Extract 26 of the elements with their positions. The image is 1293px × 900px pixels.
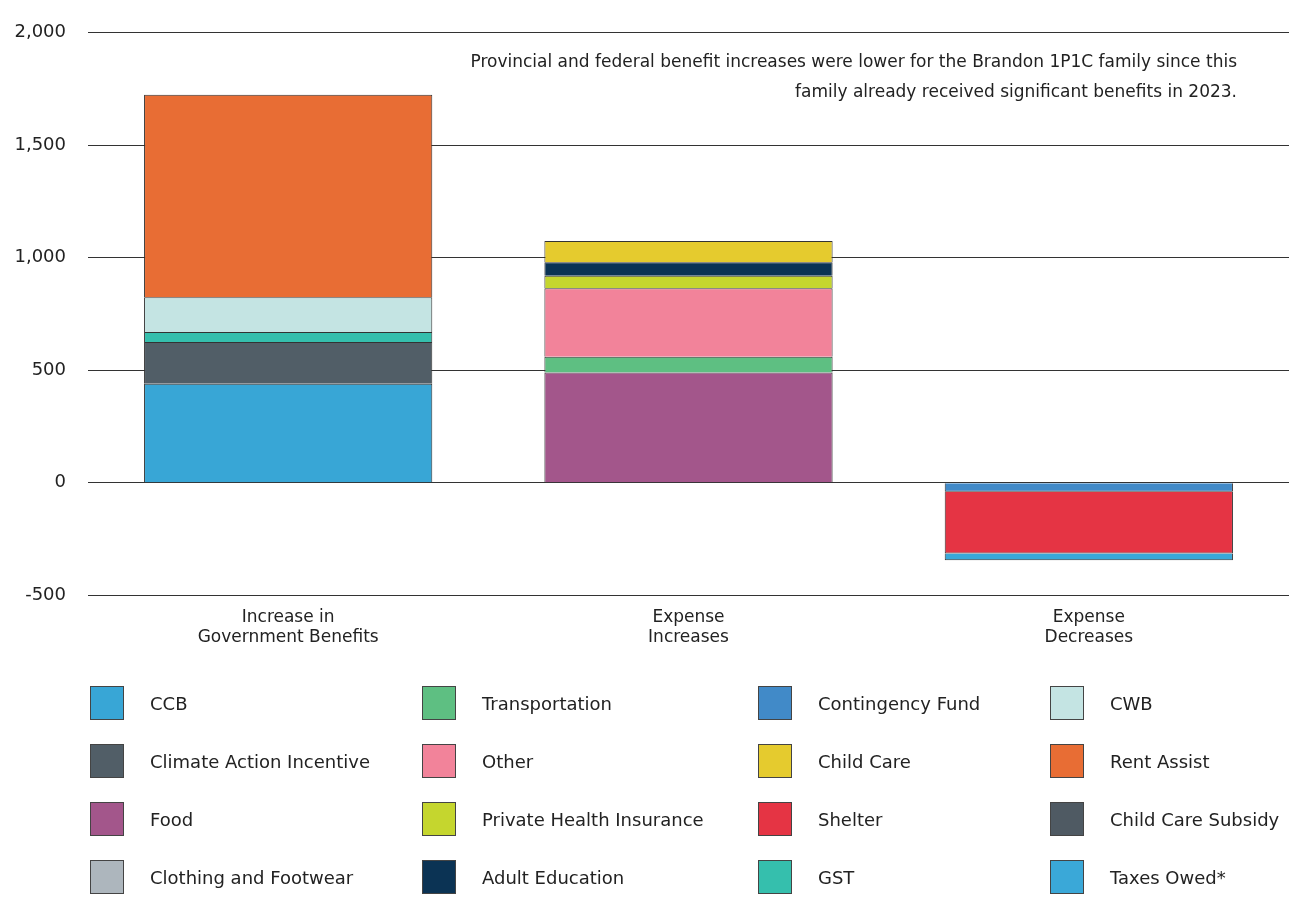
y-tick-label: 0 (54, 470, 66, 492)
legend-label: Child Care (818, 750, 911, 772)
x-tick-label: Increase in Government Benefits (197, 605, 379, 647)
legend-label: CWB (1110, 692, 1153, 714)
legend-label: Adult Education (482, 866, 625, 888)
annotation: Provincial and federal benefit increases were lower for the Brandon 1P1C family since this family already received significant benefits in 2023. (469, 50, 1237, 103)
x-tick-label: Expense Increases (648, 605, 730, 647)
legend-label: CCB (150, 692, 188, 714)
legend-label: Food (150, 808, 194, 830)
legend-label: Contingency Fund (818, 692, 981, 714)
legend-label: Transportation (482, 692, 612, 714)
y-tick-label: 500 (31, 357, 66, 379)
legend-label: Shelter (818, 808, 883, 830)
x-tick-label: Expense Decreases (1044, 605, 1134, 647)
legend-label: GST (818, 866, 855, 888)
legend-label: Taxes Owed* (1110, 866, 1226, 888)
legend-label: Private Health Insurance (482, 808, 704, 830)
y-tick-label: 2,000 (14, 20, 66, 42)
legend-label: Other (482, 750, 534, 772)
y-tick-label: -500 (25, 582, 66, 604)
y-tick-label: 1,000 (14, 245, 66, 267)
legend-label: Clothing and Footwear (150, 866, 354, 888)
legend-label: Rent Assist (1110, 750, 1210, 772)
legend-label: Climate Action Incentive (150, 750, 370, 772)
legend-label: Child Care Subsidy (1110, 808, 1280, 830)
y-tick-label: 1,500 (14, 132, 66, 154)
